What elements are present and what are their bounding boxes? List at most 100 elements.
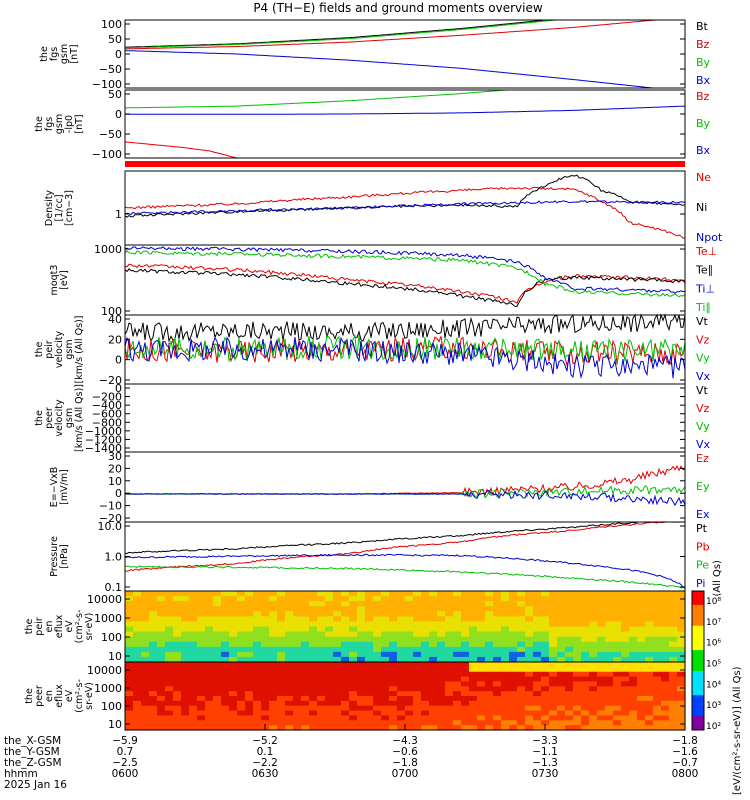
spectrogram-cell: [565, 591, 574, 597]
spectrogram-cell: [333, 621, 342, 628]
legend-Te⊥: Te⊥: [695, 245, 717, 258]
spectrogram-cell: [245, 666, 254, 673]
spectrogram-cell: [613, 626, 622, 633]
spectrogram-cell: [597, 710, 606, 717]
spectrogram-cell: [245, 710, 254, 717]
spectrogram-cell: [421, 666, 430, 673]
x-row-value: 0700: [392, 768, 419, 780]
spectrogram-cell: [293, 705, 302, 712]
spectrogram-cell: [469, 681, 478, 687]
spectrogram-cell: [309, 626, 318, 633]
spectrogram-cell: [373, 700, 382, 707]
colorbar-cell: [692, 726, 704, 731]
spectrogram-cell: [373, 616, 382, 623]
spectrogram-cell: [213, 606, 222, 612]
spectrogram-cell: [429, 591, 438, 597]
spectrogram-cell: [589, 651, 598, 658]
spectrogram-cell: [309, 686, 318, 692]
y-label-line: [1/cc]: [54, 194, 65, 221]
spectrogram-cell: [357, 715, 366, 721]
spectrogram-cell: [525, 606, 534, 612]
spectrogram-cell: [437, 611, 446, 617]
spectrogram-cell: [461, 691, 470, 697]
spectrogram-cell: [165, 656, 174, 663]
spectrogram-cell: [261, 656, 270, 663]
spectrogram-cell: [381, 666, 390, 673]
spectrogram-cell: [125, 705, 134, 712]
spectrogram-cell: [493, 631, 502, 638]
spectrogram-cell: [437, 710, 446, 717]
spectrogram-cell: [141, 591, 150, 597]
spectrogram-cell: [245, 616, 254, 623]
spectrogram-cell: [637, 705, 646, 712]
spectrogram-cell: [493, 611, 502, 617]
spectrogram-cell: [293, 656, 302, 663]
y-label-line: Pressure: [49, 536, 60, 577]
spectrogram-cell: [573, 611, 582, 617]
spectrogram-cell: [429, 636, 438, 643]
y-label-line: fgs: [49, 47, 60, 61]
spectrogram-cell: [525, 631, 534, 638]
spectrogram-cell: [541, 656, 550, 663]
spectrogram-cell: [629, 671, 638, 678]
spectrogram-cell: [309, 710, 318, 717]
spectrogram-cell: [437, 656, 446, 663]
spectrogram-cell: [229, 611, 238, 617]
spectrogram-cell: [373, 715, 382, 721]
spectrogram-cell: [653, 601, 662, 607]
spectrogram-cell: [413, 700, 422, 707]
spectrogram-cell: [357, 626, 366, 633]
legend-Ez: Ez: [696, 452, 709, 465]
spectrogram-cell: [445, 606, 454, 612]
spectrogram-cell: [157, 611, 166, 617]
spectrogram-cell: [565, 601, 574, 607]
spectrogram-cell: [453, 715, 462, 721]
spectrogram-cell: [661, 710, 670, 717]
spectrogram-cell: [349, 616, 358, 623]
spectrogram-cell: [445, 671, 454, 678]
spectrogram-cell: [397, 656, 406, 663]
spectrogram-cell: [229, 686, 238, 692]
spectrogram-cell: [517, 666, 526, 673]
legend-Pb: Pb: [696, 540, 710, 553]
spectrogram-cell: [613, 681, 622, 687]
spectrogram-cell: [301, 696, 310, 702]
spectrogram-cell: [533, 666, 542, 673]
spectrogram-cell: [421, 671, 430, 678]
spectrogram-cell: [173, 621, 182, 628]
spectrogram-cell: [597, 681, 606, 687]
spectrogram-cell: [453, 662, 462, 668]
spectrogram-cell: [165, 666, 174, 673]
spectrogram-cell: [437, 641, 446, 648]
spectrogram-cell: [197, 700, 206, 707]
spectrogram-cell: [245, 671, 254, 678]
colorbar-cell: [692, 695, 704, 700]
spectrogram-cell: [517, 621, 526, 628]
spectrogram-cell: [509, 626, 518, 633]
spectrogram-cell: [405, 626, 414, 633]
spectrogram-cell: [229, 681, 238, 687]
spectrogram-cell: [381, 591, 390, 597]
spectrogram-cell: [317, 715, 326, 721]
spectrogram-cell: [301, 705, 310, 712]
spectrogram-cell: [653, 705, 662, 712]
spectrogram-cell: [205, 720, 214, 726]
spectrogram-cell: [405, 631, 414, 638]
spectrogram-cell: [461, 671, 470, 678]
spectrogram-cell: [285, 646, 294, 653]
spectrogram-cell: [301, 631, 310, 638]
spectrogram-cell: [181, 705, 190, 712]
spectrogram-cell: [429, 715, 438, 721]
spectrogram-cell: [205, 641, 214, 648]
spectrogram-cell: [501, 591, 510, 597]
spectrogram-cell: [293, 616, 302, 623]
spectrogram-cell: [269, 700, 278, 707]
spectrogram-cell: [501, 696, 510, 702]
spectrogram-cell: [285, 601, 294, 607]
y-axis-label: moqt3 [eV]: [49, 265, 70, 296]
spectrogram-cell: [653, 636, 662, 643]
spectrogram-cell: [661, 662, 670, 668]
spectrogram-cell: [557, 710, 566, 717]
spectrogram-cell: [661, 666, 670, 673]
spectrogram-cell: [397, 636, 406, 643]
